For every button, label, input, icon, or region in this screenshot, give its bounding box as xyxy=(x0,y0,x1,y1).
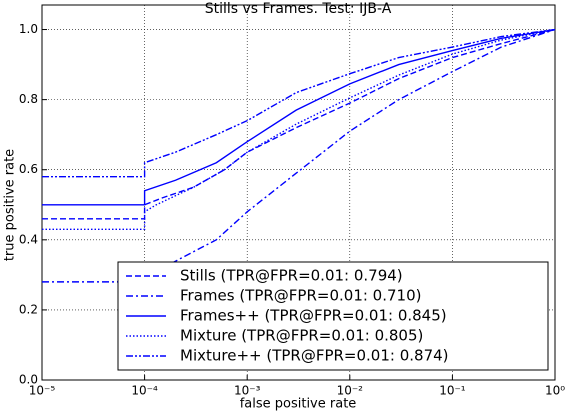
legend-label: Stills (TPR@FPR=0.01: 0.794) xyxy=(180,267,403,285)
chart-title: Stills vs Frames. Test: IJB-A xyxy=(205,1,392,17)
y-tick-label: 0.8 xyxy=(19,92,38,106)
series-line xyxy=(42,28,556,283)
x-tick-label: 10⁻² xyxy=(337,384,364,398)
legend-label: Frames (TPR@FPR=0.01: 0.710) xyxy=(180,287,421,305)
series-line xyxy=(42,28,556,230)
legend-label: Mixture++ (TPR@FPR=0.01: 0.874) xyxy=(180,347,449,365)
x-tick-label: 10⁻¹ xyxy=(439,384,466,398)
plot-frame xyxy=(41,4,556,381)
series-line xyxy=(42,28,556,178)
x-tick-label: 10⁻⁵ xyxy=(29,384,56,398)
y-tick-label: 0.2 xyxy=(19,302,38,316)
y-axis-label: true positive rate xyxy=(3,149,18,261)
y-tick-label: 0.4 xyxy=(19,232,38,246)
series-line xyxy=(42,28,556,220)
series-line xyxy=(42,28,556,206)
x-tick-label: 10⁻³ xyxy=(234,384,261,398)
y-tick-label: 0.6 xyxy=(19,162,38,176)
legend-box xyxy=(117,261,549,371)
y-tick-label: 1.0 xyxy=(19,22,38,36)
x-tick-label: 10⁻⁴ xyxy=(131,384,158,398)
x-axis-label: false positive rate xyxy=(240,397,357,412)
legend-label: Frames++ (TPR@FPR=0.01: 0.845) xyxy=(180,307,447,325)
legend-label: Mixture (TPR@FPR=0.01: 0.805) xyxy=(180,327,423,345)
x-tick-label: 10⁰ xyxy=(545,384,565,398)
y-tick-label: 0.0 xyxy=(19,373,38,387)
